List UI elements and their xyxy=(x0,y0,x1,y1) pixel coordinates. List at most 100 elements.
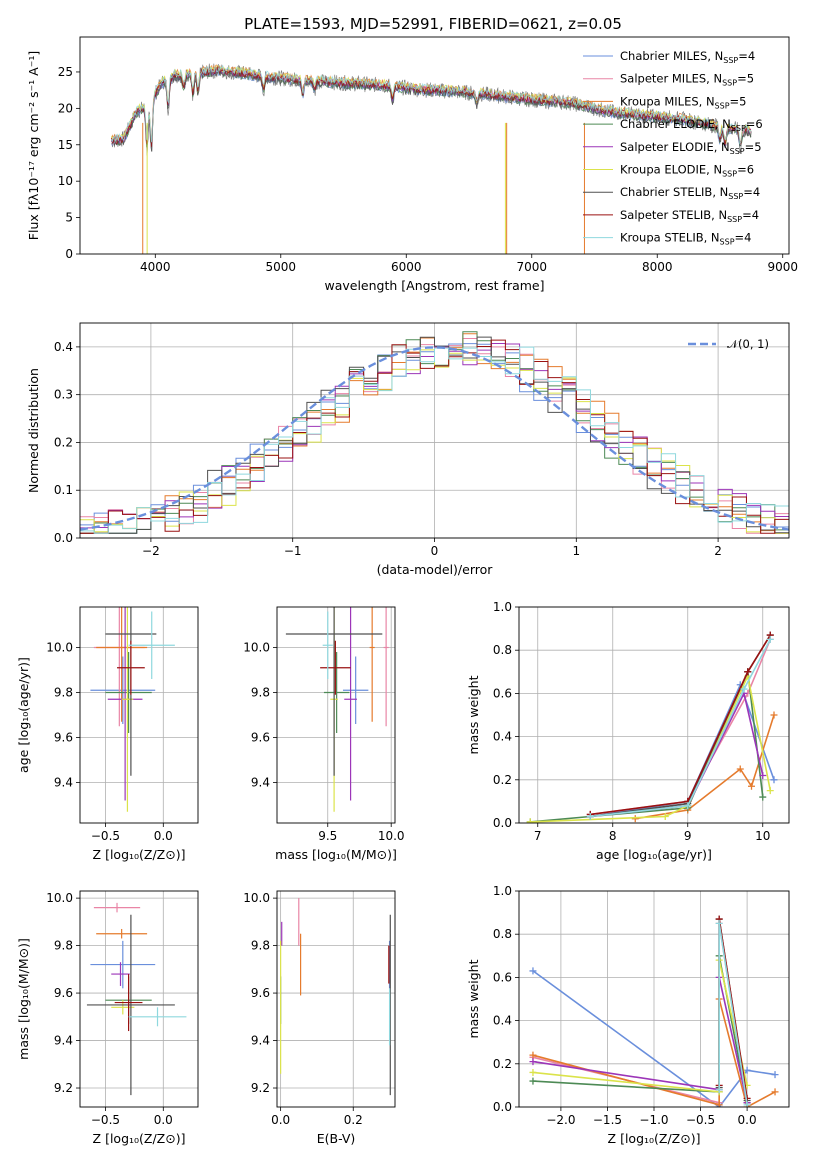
series-point xyxy=(759,793,767,801)
y-tick-label: 10.0 xyxy=(243,641,270,655)
x-tick-label: 5000 xyxy=(266,260,297,274)
y-axis-label: mass [log₁₀(M/M⊙)] xyxy=(16,938,31,1060)
legend-label: Kroupa STELIB, NSSP=4 xyxy=(620,231,751,247)
y-tick-label: 0.4 xyxy=(54,340,73,354)
x-tick-label: −0.5 xyxy=(91,1113,120,1127)
y-tick-label: 0.0 xyxy=(493,1100,512,1114)
plot-area xyxy=(90,607,175,812)
x-tick-label: 0 xyxy=(431,544,439,558)
y-tick-label: 5 xyxy=(65,211,73,225)
x-tick-label: 10.0 xyxy=(378,829,405,843)
legend-label: Kroupa ELODIE, NSSP=6 xyxy=(620,163,754,179)
y-tick-label: 1.0 xyxy=(493,600,512,614)
series-point xyxy=(748,782,755,790)
legend-label: Chabrier MILES, NSSP=4 xyxy=(620,49,755,65)
series-point xyxy=(715,1086,723,1094)
series-line xyxy=(590,634,771,816)
series-line xyxy=(532,970,776,1107)
y-tick-label: 0.1 xyxy=(54,483,73,497)
series-point xyxy=(715,919,723,927)
histogram-kroupa-stelib xyxy=(80,346,789,534)
legend-label: Salpeter ELODIE, NSSP=5 xyxy=(620,140,762,156)
series-point xyxy=(715,1101,723,1107)
series-point xyxy=(771,1071,779,1079)
axes-frame xyxy=(79,606,199,824)
plot-area xyxy=(111,63,752,254)
y-axis-label: mass weight xyxy=(466,675,481,754)
series-point xyxy=(631,815,639,823)
axes-frame xyxy=(518,890,790,1108)
x-tick-label: 0.0 xyxy=(154,829,173,843)
plot-area xyxy=(280,898,391,1096)
x-tick-label: 9 xyxy=(684,829,692,843)
x-tick-label: 4000 xyxy=(140,260,171,274)
y-tick-label: 0.2 xyxy=(493,773,512,787)
plot-area xyxy=(526,631,778,823)
y-tick-label: 9.8 xyxy=(251,939,270,953)
y-tick-label: 0.4 xyxy=(493,730,512,744)
panel-massweight_vs_Z: −2.0 −1.5 −1.0 −0.5 0.0 0.0 0.2 0.4 0.6 0.8 1.0 Z [… xyxy=(466,884,790,1146)
x-tick-label: −0.5 xyxy=(91,829,120,843)
axes-frame xyxy=(276,606,396,824)
y-tick-label: 15 xyxy=(58,138,73,152)
x-tick-label: 7000 xyxy=(516,260,547,274)
x-tick-label: −1.0 xyxy=(639,1113,668,1127)
axes-frame xyxy=(518,606,790,824)
y-tick-label: 0.6 xyxy=(493,686,512,700)
x-axis-label: Z [log₁₀(Z/Z⊙)] xyxy=(608,1131,701,1146)
series-point xyxy=(766,787,774,795)
panel-massweight_vs_age: 7 8 9 10 0.0 0.2 0.4 0.6 0.8 1.0 age [log₁₀(age/yr… xyxy=(466,600,790,862)
series-point xyxy=(770,711,778,719)
y-tick-label: 9.6 xyxy=(251,731,270,745)
y-tick-label: 10.0 xyxy=(243,891,270,905)
series-line xyxy=(590,639,772,818)
y-tick-label: 0 xyxy=(65,247,73,261)
x-tick-label: 0.2 xyxy=(344,1113,363,1127)
y-tick-label: 10 xyxy=(58,174,73,188)
legend-label: Chabrier ELODIE, NSSP=6 xyxy=(620,117,763,133)
y-tick-label: 1.0 xyxy=(493,884,512,898)
series-point xyxy=(759,771,767,779)
series-point xyxy=(771,1088,779,1096)
plot-area xyxy=(86,902,187,1096)
y-tick-label: 9.2 xyxy=(54,1081,73,1095)
y-tick-label: 9.4 xyxy=(54,776,73,790)
x-tick-label: 0.0 xyxy=(154,1113,173,1127)
y-tick-label: 0.8 xyxy=(493,643,512,657)
x-tick-label: 9.5 xyxy=(318,829,337,843)
figure-title: PLATE=1593, MJD=52991, FIBERID=0621, z=0… xyxy=(244,15,622,33)
y-tick-label: 0.2 xyxy=(493,1057,512,1071)
x-tick-label: −2 xyxy=(142,544,160,558)
y-axis-label: mass weight xyxy=(466,959,481,1038)
x-axis-label: Z [log₁₀(Z/Z⊙)] xyxy=(93,1131,186,1146)
y-tick-label: 9.4 xyxy=(251,776,270,790)
series-point xyxy=(740,685,748,693)
y-tick-label: 0.4 xyxy=(493,1014,512,1028)
series-point xyxy=(684,802,692,810)
y-tick-label: 9.6 xyxy=(54,986,73,1000)
x-axis-label: (data-model)/error xyxy=(377,562,494,577)
y-tick-label: 0.0 xyxy=(493,816,512,830)
x-axis-label: age [log₁₀(age/yr)] xyxy=(596,847,712,862)
x-tick-label: 10 xyxy=(755,829,770,843)
x-tick-label: 1 xyxy=(572,544,580,558)
y-tick-label: 9.8 xyxy=(54,686,73,700)
series-point xyxy=(736,765,744,773)
legend-label: 𝒩(0, 1) xyxy=(727,337,769,351)
legend-label: Chabrier STELIB, NSSP=4 xyxy=(620,185,760,201)
x-tick-label: 0.0 xyxy=(738,1113,757,1127)
axes-frame xyxy=(79,322,790,539)
legend-label: Salpeter MILES, NSSP=5 xyxy=(620,72,754,88)
x-tick-label: −2.0 xyxy=(546,1113,575,1127)
x-axis-label: E(B-V) xyxy=(317,1131,356,1146)
y-tick-label: 10.0 xyxy=(46,891,73,905)
y-tick-label: 0.6 xyxy=(493,970,512,984)
x-tick-label: 0.0 xyxy=(271,1113,290,1127)
y-axis-label: Normed distribution xyxy=(26,368,41,493)
y-tick-label: 20 xyxy=(58,101,73,115)
y-tick-label: 0.2 xyxy=(54,435,73,449)
panel-mass_vs_EBV: 0.0 0.2 9.2 9.4 9.6 9.8 10.0 E(B-V) xyxy=(243,890,396,1146)
series-point xyxy=(770,776,778,784)
x-tick-label: −1 xyxy=(284,544,302,558)
